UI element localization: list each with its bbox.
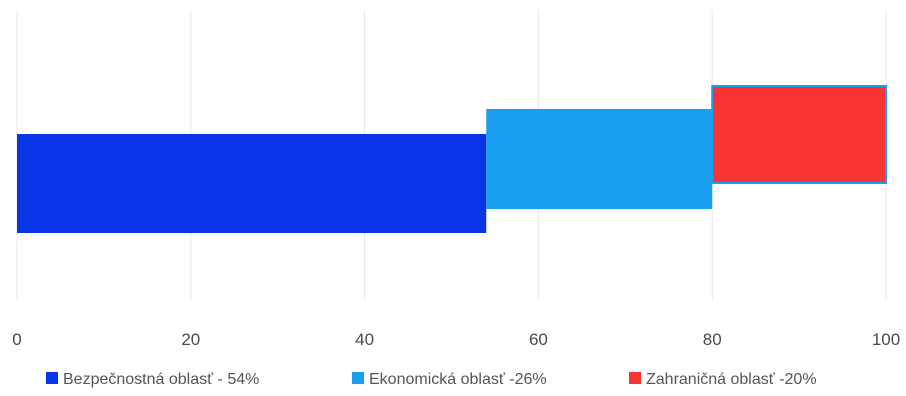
bars [17,85,888,233]
x-tick-label: 40 [355,330,374,349]
x-tick-label: 0 [12,330,21,349]
legend-item-3: Zahraničná oblasť -20% [629,371,817,388]
x-tick-label: 60 [529,330,548,349]
legend: Bezpečnostná oblasť - 54% Ekonomická obla… [46,371,817,388]
legend-item-2: Ekonomická oblasť -26% [352,371,547,388]
x-tick-label: 20 [181,330,200,349]
legend-swatch [46,372,58,384]
legend-label: Bezpečnostná oblasť - 54% [63,371,259,388]
x-axis-ticks: 0 20 40 60 80 100 [12,330,900,349]
legend-swatch [352,372,364,384]
legend-label: Zahraničná oblasť -20% [646,371,817,388]
legend-swatch [629,372,641,384]
legend-label: Ekonomická oblasť -26% [369,371,547,388]
bar-segment-2 [486,109,713,209]
x-tick-label: 100 [872,330,900,349]
x-tick-label: 80 [703,330,722,349]
bar-segment-3 [711,85,888,184]
legend-item-1: Bezpečnostná oblasť - 54% [46,371,259,388]
bar-segment-1 [17,134,487,233]
